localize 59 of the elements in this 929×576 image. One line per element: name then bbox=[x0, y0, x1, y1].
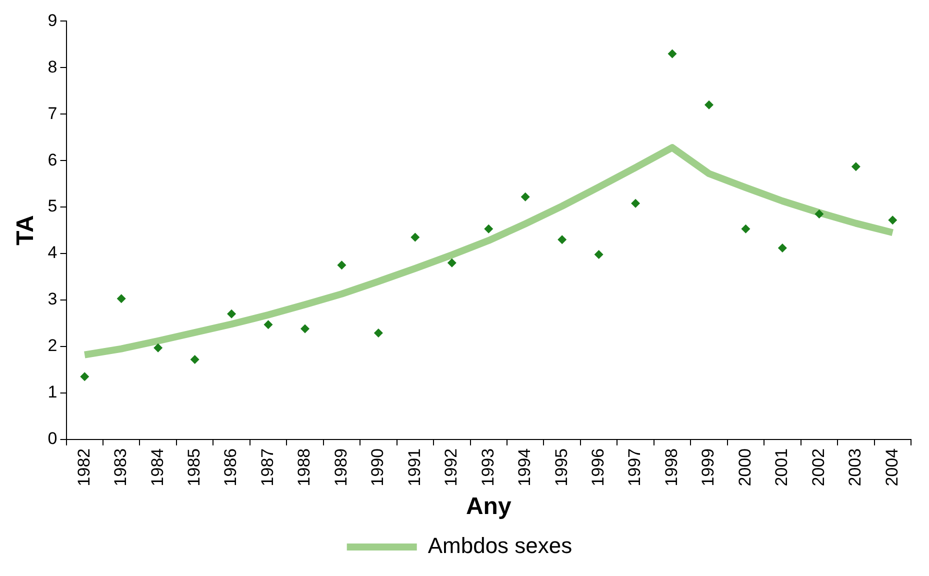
x-tick-label: 1992 bbox=[442, 448, 461, 486]
point bbox=[227, 309, 236, 318]
point bbox=[337, 260, 346, 270]
point bbox=[190, 354, 200, 364]
y-tick-label: 6 bbox=[48, 150, 58, 170]
point bbox=[594, 250, 604, 259]
x-tick-label: 2001 bbox=[772, 448, 792, 486]
point bbox=[264, 320, 273, 330]
point bbox=[631, 198, 640, 208]
x-tick-label: 1984 bbox=[148, 448, 167, 486]
point bbox=[704, 100, 714, 110]
x-tick-label: 1991 bbox=[404, 448, 424, 486]
y-tick-label: 7 bbox=[48, 104, 58, 123]
x-tick-label: 1983 bbox=[111, 448, 130, 486]
x-tick-label: 1982 bbox=[74, 448, 94, 486]
point bbox=[410, 232, 420, 242]
point bbox=[814, 210, 824, 219]
x-tick-label: 1996 bbox=[588, 448, 608, 486]
x-tick-label: 2003 bbox=[846, 448, 865, 486]
point bbox=[741, 224, 750, 234]
y-tick-label: 8 bbox=[48, 57, 58, 76]
x-tick-label: 2002 bbox=[808, 448, 828, 486]
x-tick-label: 1988 bbox=[294, 448, 314, 486]
point bbox=[80, 372, 90, 382]
x-tick-label: 1999 bbox=[698, 448, 718, 486]
y-tick-label: 5 bbox=[48, 196, 58, 216]
point bbox=[888, 216, 898, 225]
point bbox=[154, 343, 163, 352]
y-axis-title: TA bbox=[12, 215, 40, 246]
point bbox=[520, 192, 530, 202]
x-tick-label: 1986 bbox=[221, 448, 240, 486]
x-tick-label: 1997 bbox=[625, 448, 644, 486]
x-tick-label: 1995 bbox=[552, 448, 571, 486]
y-tick-label: 4 bbox=[48, 243, 58, 262]
point bbox=[484, 224, 494, 234]
y-tick-label: 1 bbox=[48, 382, 58, 402]
point bbox=[778, 243, 787, 252]
point bbox=[558, 235, 567, 244]
x-tick-label: 2000 bbox=[735, 448, 754, 486]
y-tick-label: 0 bbox=[48, 429, 58, 448]
point bbox=[851, 162, 860, 172]
x-tick-label: 1990 bbox=[368, 448, 388, 486]
y-tick-label: 2 bbox=[48, 336, 58, 356]
x-tick-label: 1994 bbox=[515, 448, 534, 486]
y-tick-label: 3 bbox=[48, 290, 58, 309]
x-tick-label: 1987 bbox=[258, 448, 277, 486]
y-tick-label: 9 bbox=[48, 10, 58, 30]
legend-label: Ambdos sexes bbox=[428, 533, 572, 558]
x-axis-title: Any bbox=[466, 493, 512, 520]
point bbox=[374, 328, 383, 338]
point bbox=[300, 324, 310, 334]
x-tick-label: 1985 bbox=[184, 448, 204, 486]
point bbox=[116, 294, 126, 304]
x-tick-label: 2004 bbox=[882, 448, 902, 486]
x-tick-label: 1998 bbox=[662, 448, 681, 486]
point bbox=[668, 49, 677, 58]
x-tick-label: 1993 bbox=[478, 448, 498, 486]
x-tick-label: 1989 bbox=[331, 448, 350, 486]
point bbox=[447, 258, 456, 268]
